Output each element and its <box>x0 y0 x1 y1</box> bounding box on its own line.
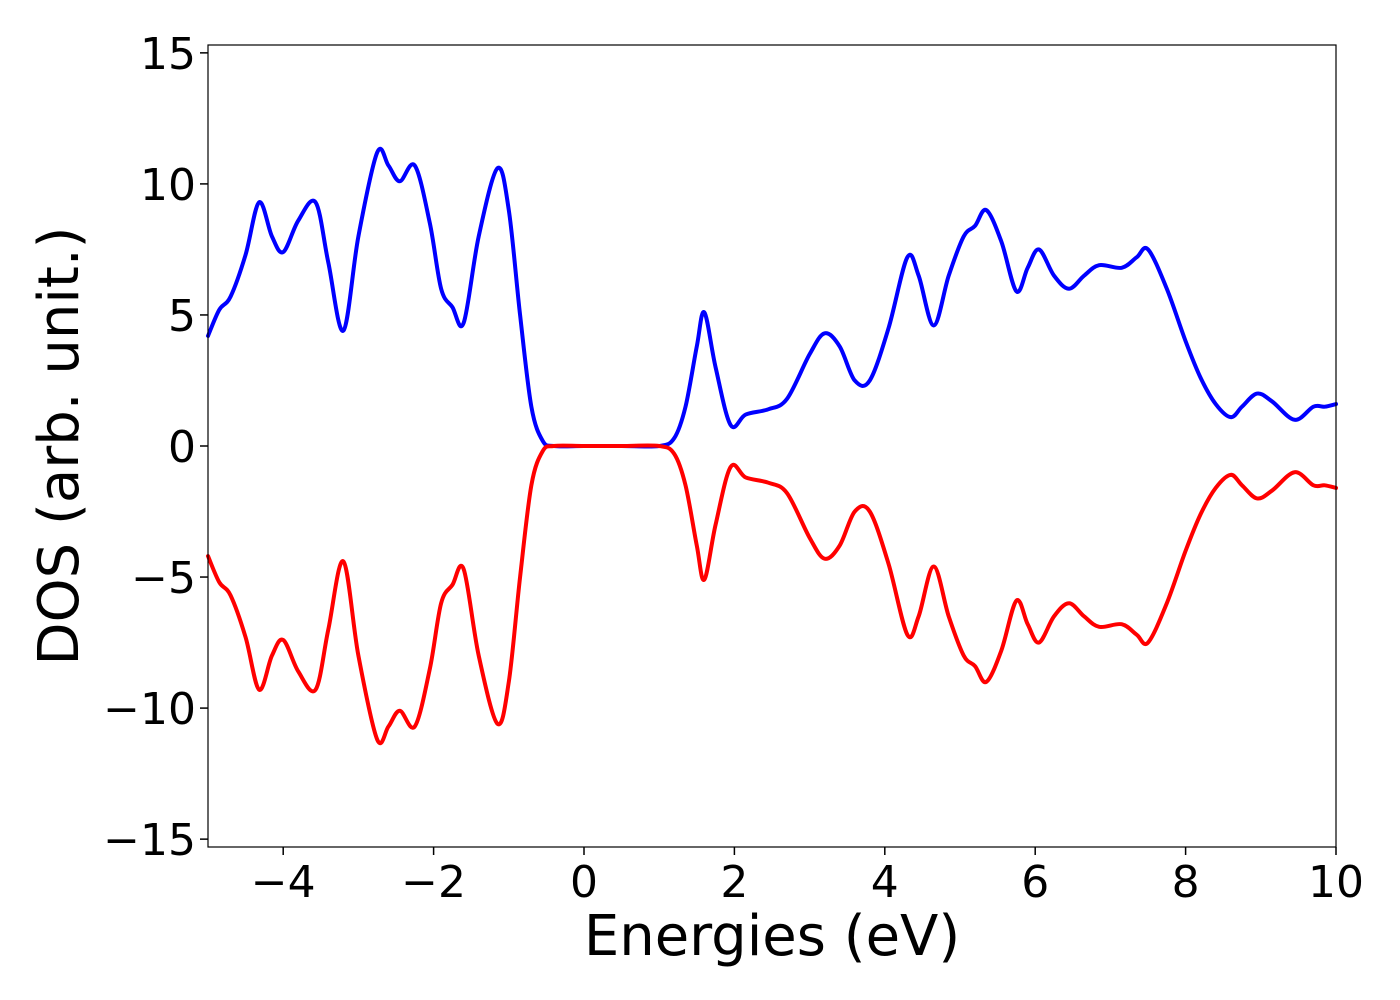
plot-frame <box>207 44 1337 848</box>
x-tick-label: −4 <box>251 857 316 908</box>
y-tick-label: 10 <box>140 160 196 211</box>
y-axis: −15 −10 −5 0 5 10 15 <box>103 29 208 866</box>
x-tick-label: −2 <box>401 857 466 908</box>
y-tick-label: −5 <box>131 553 196 604</box>
y-tick-label: 5 <box>168 291 196 342</box>
x-tick-label: 4 <box>871 857 899 908</box>
x-tick-label: 8 <box>1172 857 1200 908</box>
series-layer <box>206 146 1338 746</box>
x-tick-label: 6 <box>1021 857 1049 908</box>
y-tick-label: −15 <box>103 815 196 866</box>
y-tick-label: 15 <box>140 29 196 80</box>
x-tick-label: 10 <box>1308 857 1364 908</box>
x-axis-label: Energies (eV) <box>584 904 960 969</box>
series-line-spin-down <box>206 443 1338 746</box>
y-axis-label: DOS (arb. unit.) <box>27 226 92 665</box>
x-tick-label: 0 <box>570 857 598 908</box>
y-tick-label: −10 <box>103 684 196 735</box>
series-line-spin-up <box>206 146 1338 449</box>
x-tick-label: 2 <box>720 857 748 908</box>
y-tick-label: 0 <box>168 422 196 473</box>
x-axis: −4 −2 0 2 4 6 8 10 <box>251 847 1364 908</box>
